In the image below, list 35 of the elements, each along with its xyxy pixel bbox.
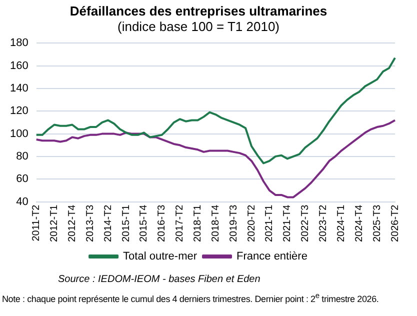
y-tick-label: 40 xyxy=(16,196,28,208)
x-tick-label: 2015-T1 xyxy=(120,204,132,242)
x-tick-label: 2024-T4 xyxy=(354,204,365,242)
x-tick-label: 2012-T4 xyxy=(66,204,78,242)
text: Note : chaque point représente le cumul des 4 derniers trimestres. Dernier point : 2$^{e}$ trimestre 2026. xyxy=(1,291,380,304)
legend-label: Total outre-mer xyxy=(123,250,198,263)
y-tick-label: 180 xyxy=(10,37,28,50)
x-tick-label: 2020-T2 xyxy=(246,204,258,242)
y-tick-label: 120 xyxy=(10,105,28,118)
x-tick-label: 2011-T2 xyxy=(31,204,42,242)
x-tick-label: 2022-T3 xyxy=(300,204,312,242)
x-tick-label: 2024-T1 xyxy=(336,204,347,242)
x-tick-label: 2017-T2 xyxy=(174,204,186,242)
y-tick-label: 60 xyxy=(16,173,28,186)
x-tick-label: 2018-T1 xyxy=(192,204,204,242)
x-tick-label: 2012-T1 xyxy=(49,204,60,242)
x-tick-label: 2013-T3 xyxy=(84,204,96,242)
x-tick-label: 2015-T4 xyxy=(138,204,150,242)
x-tick-label: 2025-T3 xyxy=(372,204,383,242)
x-tick-label: 2018-T4 xyxy=(210,204,222,242)
y-tick-label: 160 xyxy=(10,60,28,72)
x-tick-label: 2016-T3 xyxy=(156,204,168,242)
chart-subtitle: (indice base 100 = T1 2010) xyxy=(117,18,280,34)
x-tick-label: 2026-T2 xyxy=(390,204,401,242)
x-tick-label: 2014-T2 xyxy=(102,204,114,242)
source-note: Source : IEDOM-IEOM - bases Fiben et Eden xyxy=(57,274,262,285)
x-tick-label: 2019-T3 xyxy=(228,204,240,242)
y-tick-label: 140 xyxy=(10,82,28,95)
y-tick-label: 80 xyxy=(16,150,28,162)
x-tick-label: 2023-T2 xyxy=(318,204,330,242)
x-tick-label: 2021-T4 xyxy=(282,204,294,242)
y-tick-label: 100 xyxy=(10,128,28,140)
chart-title: Défaillances des entreprises ultramarines xyxy=(70,3,328,18)
x-tick-label: 2021-T1 xyxy=(264,204,276,242)
legend-label: France entière xyxy=(236,250,308,263)
